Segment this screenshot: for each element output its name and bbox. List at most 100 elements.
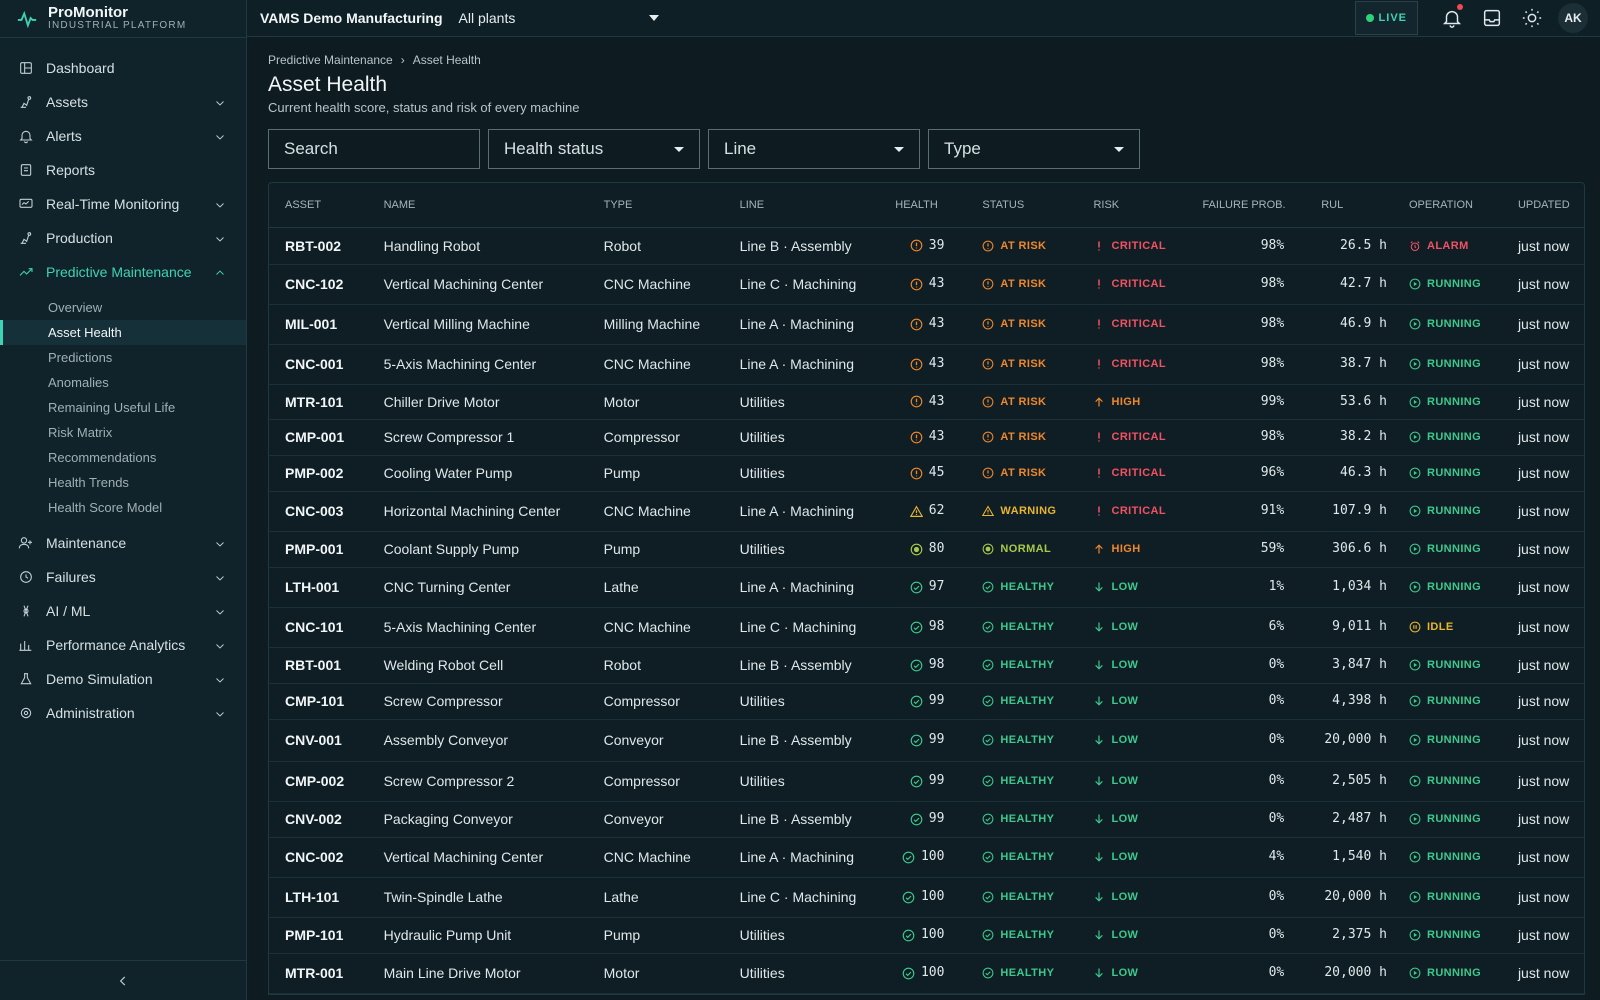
- cell-asset-id[interactable]: PMP-001: [269, 531, 368, 568]
- cell-asset-id[interactable]: CMP-002: [269, 761, 368, 802]
- table-row[interactable]: MIL-001 Vertical Milling Machine Milling M…: [269, 304, 1584, 345]
- cell-rul: 1,034 h: [1290, 567, 1393, 608]
- live-indicator[interactable]: LIVE: [1354, 1, 1418, 35]
- col-rul[interactable]: RUL: [1290, 183, 1393, 228]
- sidebar-item-dashboard[interactable]: Dashboard: [0, 51, 246, 85]
- chevron-down-icon: [214, 130, 226, 142]
- table-row[interactable]: PMP-002 Cooling Water Pump Pump Utilities 45…: [269, 455, 1584, 492]
- sidebar-item-production[interactable]: Production: [0, 221, 246, 255]
- sidebar-item-alerts[interactable]: Alerts: [0, 119, 246, 153]
- submenu-item-health-score-model[interactable]: Health Score Model: [48, 500, 163, 515]
- inbox-button[interactable]: [1472, 0, 1512, 36]
- cell-status: AT RISK: [966, 304, 1078, 345]
- line-select[interactable]: Line: [708, 129, 920, 169]
- sidebar-item-maintenance[interactable]: Maintenance: [0, 526, 246, 560]
- col-failure-prob[interactable]: FAILURE PROB.: [1186, 183, 1291, 228]
- sidebar-item-real-time-monitoring[interactable]: Real-Time Monitoring: [0, 187, 246, 221]
- table-row[interactable]: MTR-001 Main Line Drive Motor Motor Utiliti…: [269, 953, 1584, 994]
- cell-asset-id[interactable]: CNC-102: [269, 264, 368, 305]
- cell-type: CNC Machine: [587, 607, 724, 648]
- chevron-up-icon: [214, 266, 226, 278]
- table-row[interactable]: CNC-102 Vertical Machining Center CNC Mach…: [269, 264, 1584, 305]
- sidebar-item-failures[interactable]: Failures: [0, 560, 246, 594]
- cell-status: AT RISK: [966, 344, 1078, 385]
- sidebar-item-administration[interactable]: Administration: [0, 696, 246, 730]
- table-row[interactable]: RBT-001 Welding Robot Cell Robot Line B · A…: [269, 647, 1584, 684]
- cell-asset-id[interactable]: RBT-002: [269, 227, 368, 265]
- table-row[interactable]: MTR-101 Chiller Drive Motor Motor Utilities…: [269, 384, 1584, 420]
- chevron-down-icon: [214, 232, 226, 244]
- table-row[interactable]: PMP-101 Hydraulic Pump Unit Pump Utilities 1…: [269, 917, 1584, 954]
- sidebar-item-reports[interactable]: Reports: [0, 153, 246, 187]
- col-line[interactable]: LINE: [723, 183, 880, 228]
- notifications-button[interactable]: [1432, 0, 1472, 36]
- cell-asset-id[interactable]: CNC-101: [269, 607, 368, 648]
- table-row[interactable]: RBT-002 Handling Robot Robot Line B · Assem…: [269, 227, 1584, 265]
- cell-asset-id[interactable]: RBT-001: [269, 647, 368, 684]
- sidebar-item-performance-analytics[interactable]: Performance Analytics: [0, 628, 246, 662]
- col-type[interactable]: TYPE: [587, 183, 724, 228]
- brand[interactable]: ProMonitor INDUSTRIAL PLATFORM: [0, 0, 246, 38]
- cell-asset-id[interactable]: MTR-101: [269, 384, 368, 420]
- cell-asset-id[interactable]: MIL-001: [269, 304, 368, 345]
- type-select[interactable]: Type: [928, 129, 1140, 169]
- col-updated[interactable]: UPDATED: [1501, 183, 1584, 228]
- col-operation[interactable]: OPERATION: [1392, 183, 1502, 228]
- cell-line: Line C · Machining: [723, 607, 880, 648]
- col-health[interactable]: HEALTH: [879, 183, 967, 228]
- operation-badge: RUNNING: [1426, 929, 1482, 941]
- cell-asset-id[interactable]: LTH-101: [269, 877, 368, 918]
- sidebar-item-demo-simulation[interactable]: Demo Simulation: [0, 662, 246, 696]
- search-input[interactable]: Search: [268, 129, 480, 169]
- cell-asset-id[interactable]: CNC-003: [269, 491, 368, 532]
- cell-failure-prob: 98%: [1186, 264, 1291, 305]
- submenu-item-remaining-useful-life[interactable]: Remaining Useful Life: [48, 400, 176, 415]
- col-status[interactable]: STATUS: [966, 183, 1078, 228]
- cell-asset-id[interactable]: CNV-001: [269, 719, 368, 762]
- health-status-select[interactable]: Health status: [488, 129, 700, 169]
- breadcrumb-link[interactable]: Predictive Maintenance: [268, 53, 393, 67]
- asset-health-table: ASSET NAME TYPE LINE HEALTH STATUS RISK …: [268, 182, 1585, 995]
- collapse-sidebar-button[interactable]: [0, 960, 246, 1000]
- table-row[interactable]: LTH-101 Twin-Spindle Lathe Lathe Line C · M…: [269, 877, 1584, 918]
- submenu-item-recommendations[interactable]: Recommendations: [48, 450, 157, 465]
- table-row[interactable]: CMP-001 Screw Compressor 1 Compressor Utili…: [269, 419, 1584, 456]
- col-asset[interactable]: ASSET: [269, 183, 368, 228]
- submenu-item-health-trends[interactable]: Health Trends: [48, 475, 129, 490]
- user-avatar[interactable]: AK: [1558, 3, 1588, 33]
- theme-toggle-button[interactable]: [1512, 0, 1552, 36]
- submenu-item-overview[interactable]: Overview: [48, 300, 103, 315]
- submenu-item-predictions[interactable]: Predictions: [48, 350, 113, 365]
- submenu-item-risk-matrix[interactable]: Risk Matrix: [48, 425, 113, 440]
- cell-updated: just now: [1501, 567, 1584, 608]
- arrow-down-icon: [1095, 852, 1104, 862]
- table-row[interactable]: CNC-002 Vertical Machining Center CNC Mach…: [269, 837, 1584, 878]
- cell-asset-id[interactable]: MTR-001: [269, 953, 368, 994]
- table-row[interactable]: CNV-002 Packaging Conveyor Conveyor Line B …: [269, 801, 1584, 838]
- table-row[interactable]: CNV-001 Assembly Conveyor Conveyor Line B ·…: [269, 719, 1584, 762]
- sidebar-item-ai-ml[interactable]: AI / ML: [0, 594, 246, 628]
- table-row[interactable]: CMP-101 Screw Compressor Compressor Utiliti…: [269, 683, 1584, 720]
- cell-asset-id[interactable]: CNC-002: [269, 837, 368, 878]
- cell-asset-id[interactable]: CNV-002: [269, 801, 368, 838]
- table-row[interactable]: PMP-001 Coolant Supply Pump Pump Utilities 8…: [269, 531, 1584, 568]
- submenu-item-anomalies[interactable]: Anomalies: [48, 375, 109, 390]
- table-row[interactable]: CMP-002 Screw Compressor 2 Compressor Utili…: [269, 761, 1584, 802]
- cell-asset-id[interactable]: CMP-001: [269, 419, 368, 456]
- plant-select[interactable]: All plants: [459, 10, 659, 26]
- cell-asset-id[interactable]: PMP-002: [269, 455, 368, 492]
- table-row[interactable]: CNC-001 5-Axis Machining Center CNC Machin…: [269, 344, 1584, 385]
- col-name[interactable]: NAME: [367, 183, 588, 228]
- cell-asset-id[interactable]: LTH-001: [269, 567, 368, 608]
- table-row[interactable]: CNC-003 Horizontal Machining Center CNC Ma…: [269, 491, 1584, 532]
- table-row[interactable]: CNC-101 5-Axis Machining Center CNC Machin…: [269, 607, 1584, 648]
- sidebar-item-predictive-maintenance[interactable]: Predictive Maintenance: [0, 255, 246, 289]
- cell-asset-id[interactable]: CMP-101: [269, 683, 368, 720]
- sidebar-item-assets[interactable]: Assets: [0, 85, 246, 119]
- cell-asset-id[interactable]: PMP-101: [269, 917, 368, 954]
- table-row[interactable]: LTH-001 CNC Turning Center Lathe Line A · M…: [269, 567, 1584, 608]
- submenu-item-asset-health[interactable]: Asset Health: [0, 320, 246, 345]
- cell-failure-prob: 98%: [1186, 304, 1291, 345]
- cell-asset-id[interactable]: CNC-001: [269, 344, 368, 385]
- col-risk[interactable]: RISK: [1077, 183, 1187, 228]
